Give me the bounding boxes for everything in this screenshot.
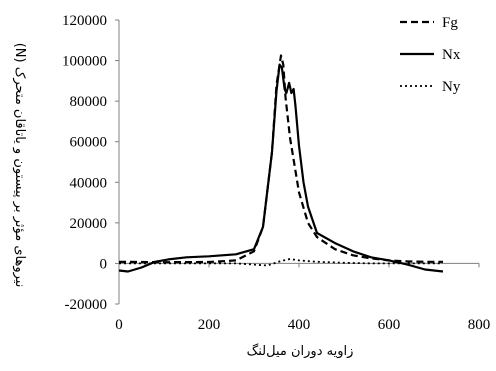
y-tick-label: 120000 <box>62 13 107 29</box>
x-tick-label: 400 <box>288 317 311 333</box>
series-layer <box>118 54 444 273</box>
legend-label-nx: Nx <box>442 47 461 63</box>
x-tick-label: 0 <box>115 317 123 333</box>
legend-label-fg: Fg <box>442 15 458 31</box>
x-tick-label: 600 <box>378 317 401 333</box>
y-tick-label: 40000 <box>70 175 108 191</box>
series-line-ny <box>119 258 443 267</box>
legend-label-ny: Ny <box>442 79 461 95</box>
axes: -20000 0 20000 40000 60000 80000 100000 120000 0… <box>62 13 490 333</box>
x-tick-label: 800 <box>468 317 491 333</box>
x-axis-title: زاویه دوران میل‌لنگ <box>247 343 354 359</box>
y-tick-label: -20000 <box>65 297 108 313</box>
y-tick-label: 60000 <box>70 135 108 151</box>
y-axis-title: نیروهای مؤثر بر پیستون و یاتاقان متحرک (… <box>12 43 27 288</box>
legend: Fg Nx Ny <box>400 15 461 95</box>
y-tick-label: 0 <box>100 256 108 272</box>
series-line-fg <box>118 54 443 264</box>
y-tick-label: 20000 <box>70 216 108 232</box>
x-tick-label: 200 <box>198 317 221 333</box>
y-tick-label: 80000 <box>70 94 108 110</box>
y-axis-title-group: نیروهای مؤثر بر پیستون و یاتاقان متحرک (… <box>12 43 27 288</box>
y-tick-label: 100000 <box>62 54 107 70</box>
series-line-nx <box>118 63 444 273</box>
